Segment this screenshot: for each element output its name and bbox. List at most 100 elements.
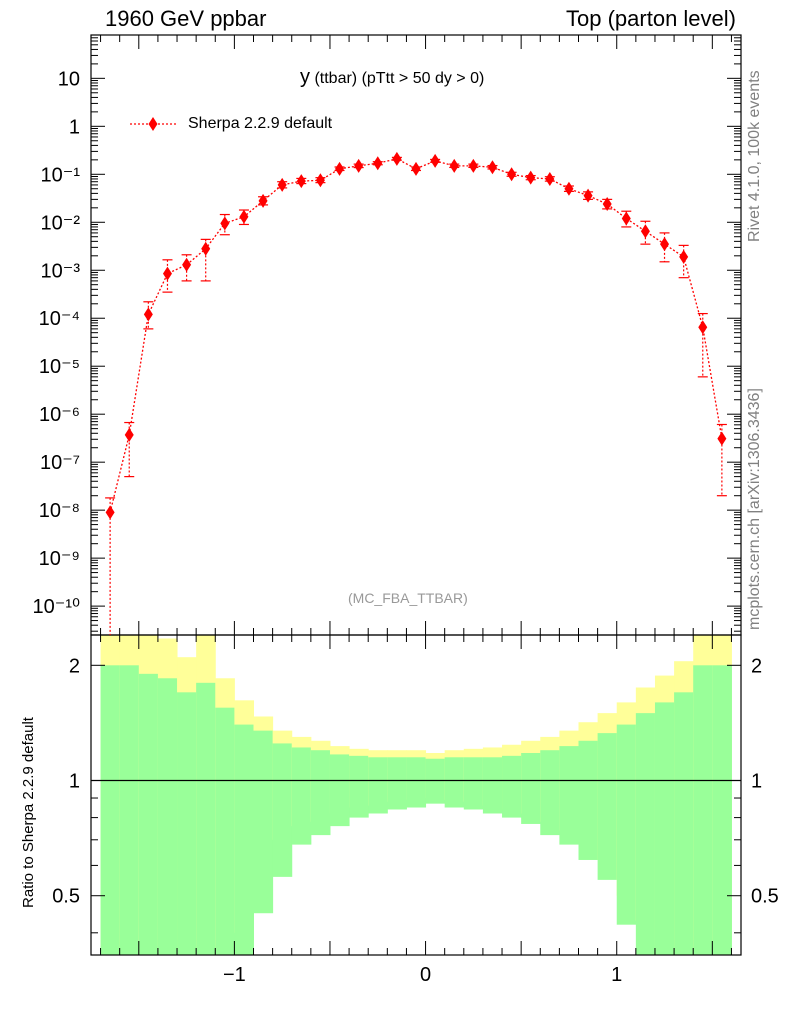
main-y-tick-label: 10⁻⁸: [39, 500, 80, 522]
ratio-inner-band-bin: [521, 753, 541, 824]
data-point-marker: [315, 173, 325, 188]
ratio-inner-band-bin: [157, 678, 178, 955]
plot-title: y (ttbar) (pTtt > 50 dy > 0): [300, 66, 484, 89]
data-point-marker: [182, 257, 192, 272]
data-point-marker: [698, 320, 708, 335]
data-point-marker: [679, 249, 689, 264]
main-plot-frame: [90, 34, 742, 636]
energy-label: 1960 GeV ppbar: [105, 6, 267, 31]
ratio-x-tick-label: −1: [223, 964, 246, 986]
data-point-marker: [660, 237, 670, 252]
data-point-marker: [430, 153, 440, 168]
ratio-inner-band-bin: [425, 758, 446, 804]
ratio-plot-frame: [90, 634, 742, 956]
data-point-marker: [507, 167, 517, 182]
ratio-y-tick-label-left: 1: [69, 771, 80, 793]
ratio-inner-band-bin: [387, 757, 407, 810]
ratio-inner-band-bin: [674, 692, 694, 955]
series-line: [109, 158, 723, 513]
main-y-tick-label: 10⁻⁹: [39, 548, 80, 570]
ratio-inner-band-bin: [616, 724, 637, 925]
ratio-inner-band-bin: [578, 740, 599, 860]
main-y-tick-label: 1: [69, 116, 80, 138]
ratio-y-tick-label-right: 0.5: [751, 886, 779, 908]
ratio-inner-band-bin: [349, 755, 369, 818]
legend-marker: [148, 117, 158, 131]
data-point-marker: [392, 151, 402, 166]
data-point-marker: [105, 505, 115, 520]
ratio-y-tick-label-left: 0.5: [52, 886, 80, 908]
analysis-watermark: (MC_FBA_TTBAR): [348, 590, 468, 606]
ratio-inner-band-bin: [177, 692, 197, 955]
ratio-y-tick-label-right: 2: [751, 655, 762, 677]
process-label: Top (parton level): [566, 6, 736, 31]
ratio-inner-band-bin: [693, 665, 713, 955]
ratio-inner-band-bin: [559, 746, 579, 845]
data-point-marker: [335, 161, 345, 176]
data-point-marker: [296, 174, 306, 189]
main-y-tick-label: 10⁻²: [41, 212, 81, 234]
ratio-inner-band-bin: [119, 665, 140, 955]
legend-entry-label: Sherpa 2.2.9 default: [188, 115, 333, 132]
main-y-tick-label: 10: [58, 68, 80, 90]
main-y-tick-label: 10⁻⁵: [39, 356, 80, 378]
ratio-y-tick-label-right: 1: [751, 771, 762, 793]
ratio-y-tick-label-left: 2: [69, 655, 80, 677]
ratio-bands: [100, 635, 732, 955]
data-point-marker: [239, 209, 249, 224]
ratio-inner-band-bin: [502, 755, 522, 818]
ratio-inner-band-bin: [597, 733, 618, 880]
data-point-marker: [564, 181, 574, 196]
ratio-inner-band-bin: [444, 757, 465, 808]
data-point-marker: [411, 161, 421, 176]
data-point-marker: [277, 177, 287, 192]
ratio-inner-band-bin: [329, 754, 350, 827]
data-point-marker: [583, 188, 593, 203]
data-point-marker: [602, 197, 612, 212]
ratio-inner-band-bin: [291, 747, 312, 845]
ratio-inner-band-bin: [215, 707, 235, 955]
plot-title-main: y: [300, 66, 310, 88]
ratio-inner-band-bin: [272, 743, 293, 877]
data-point-marker: [640, 224, 650, 239]
main-y-tick-label: 10⁻⁴: [39, 308, 80, 330]
data-point-marker: [717, 431, 727, 446]
ratio-inner-band-bin: [635, 713, 656, 955]
plot-title-rest: (ttbar) (pTtt > 50 dy > 0): [314, 70, 485, 87]
ratio-inner-band-bin: [100, 665, 121, 955]
data-point-marker: [162, 266, 172, 281]
data-point-marker: [468, 158, 478, 173]
data-point-marker: [220, 216, 230, 231]
data-point-marker: [621, 211, 631, 226]
ratio-inner-band-bin: [234, 724, 254, 955]
data-point-marker: [526, 170, 536, 185]
data-point-marker: [258, 193, 268, 208]
data-point-marker: [201, 241, 211, 256]
data-point-marker: [373, 156, 383, 171]
main-y-tick-label: 10⁻⁶: [39, 404, 80, 426]
ratio-inner-band-bin: [406, 757, 427, 808]
ratio-inner-band-bin: [463, 757, 484, 810]
ratio-inner-band-bin: [654, 702, 675, 955]
ratio-inner-band-bin: [540, 750, 560, 836]
main-y-tick-label: 10⁻⁷: [40, 452, 80, 474]
data-point-marker: [487, 160, 497, 175]
ratio-x-tick-label: 1: [611, 964, 622, 986]
ratio-inner-band-bin: [482, 757, 503, 814]
ratio-inner-band-bin: [138, 673, 159, 955]
ratio-x-tick-label: 0: [420, 964, 431, 986]
data-point-marker: [143, 307, 153, 322]
data-point-marker: [354, 158, 364, 173]
ratio-inner-band-bin: [196, 682, 216, 955]
ratio-inner-band-bin: [310, 750, 331, 836]
main-y-tick-label: 10⁻³: [41, 260, 81, 282]
data-point-marker: [124, 427, 134, 442]
main-y-tick-label: 10⁻¹⁰: [33, 596, 80, 618]
ratio-inner-band-bin: [712, 665, 732, 955]
ratio-inner-band-bin: [253, 730, 274, 914]
data-point-marker: [449, 158, 459, 173]
main-y-tick-label: 10⁻¹: [41, 164, 81, 186]
data-point-marker: [545, 171, 555, 186]
ratio-inner-band-bin: [368, 757, 388, 814]
